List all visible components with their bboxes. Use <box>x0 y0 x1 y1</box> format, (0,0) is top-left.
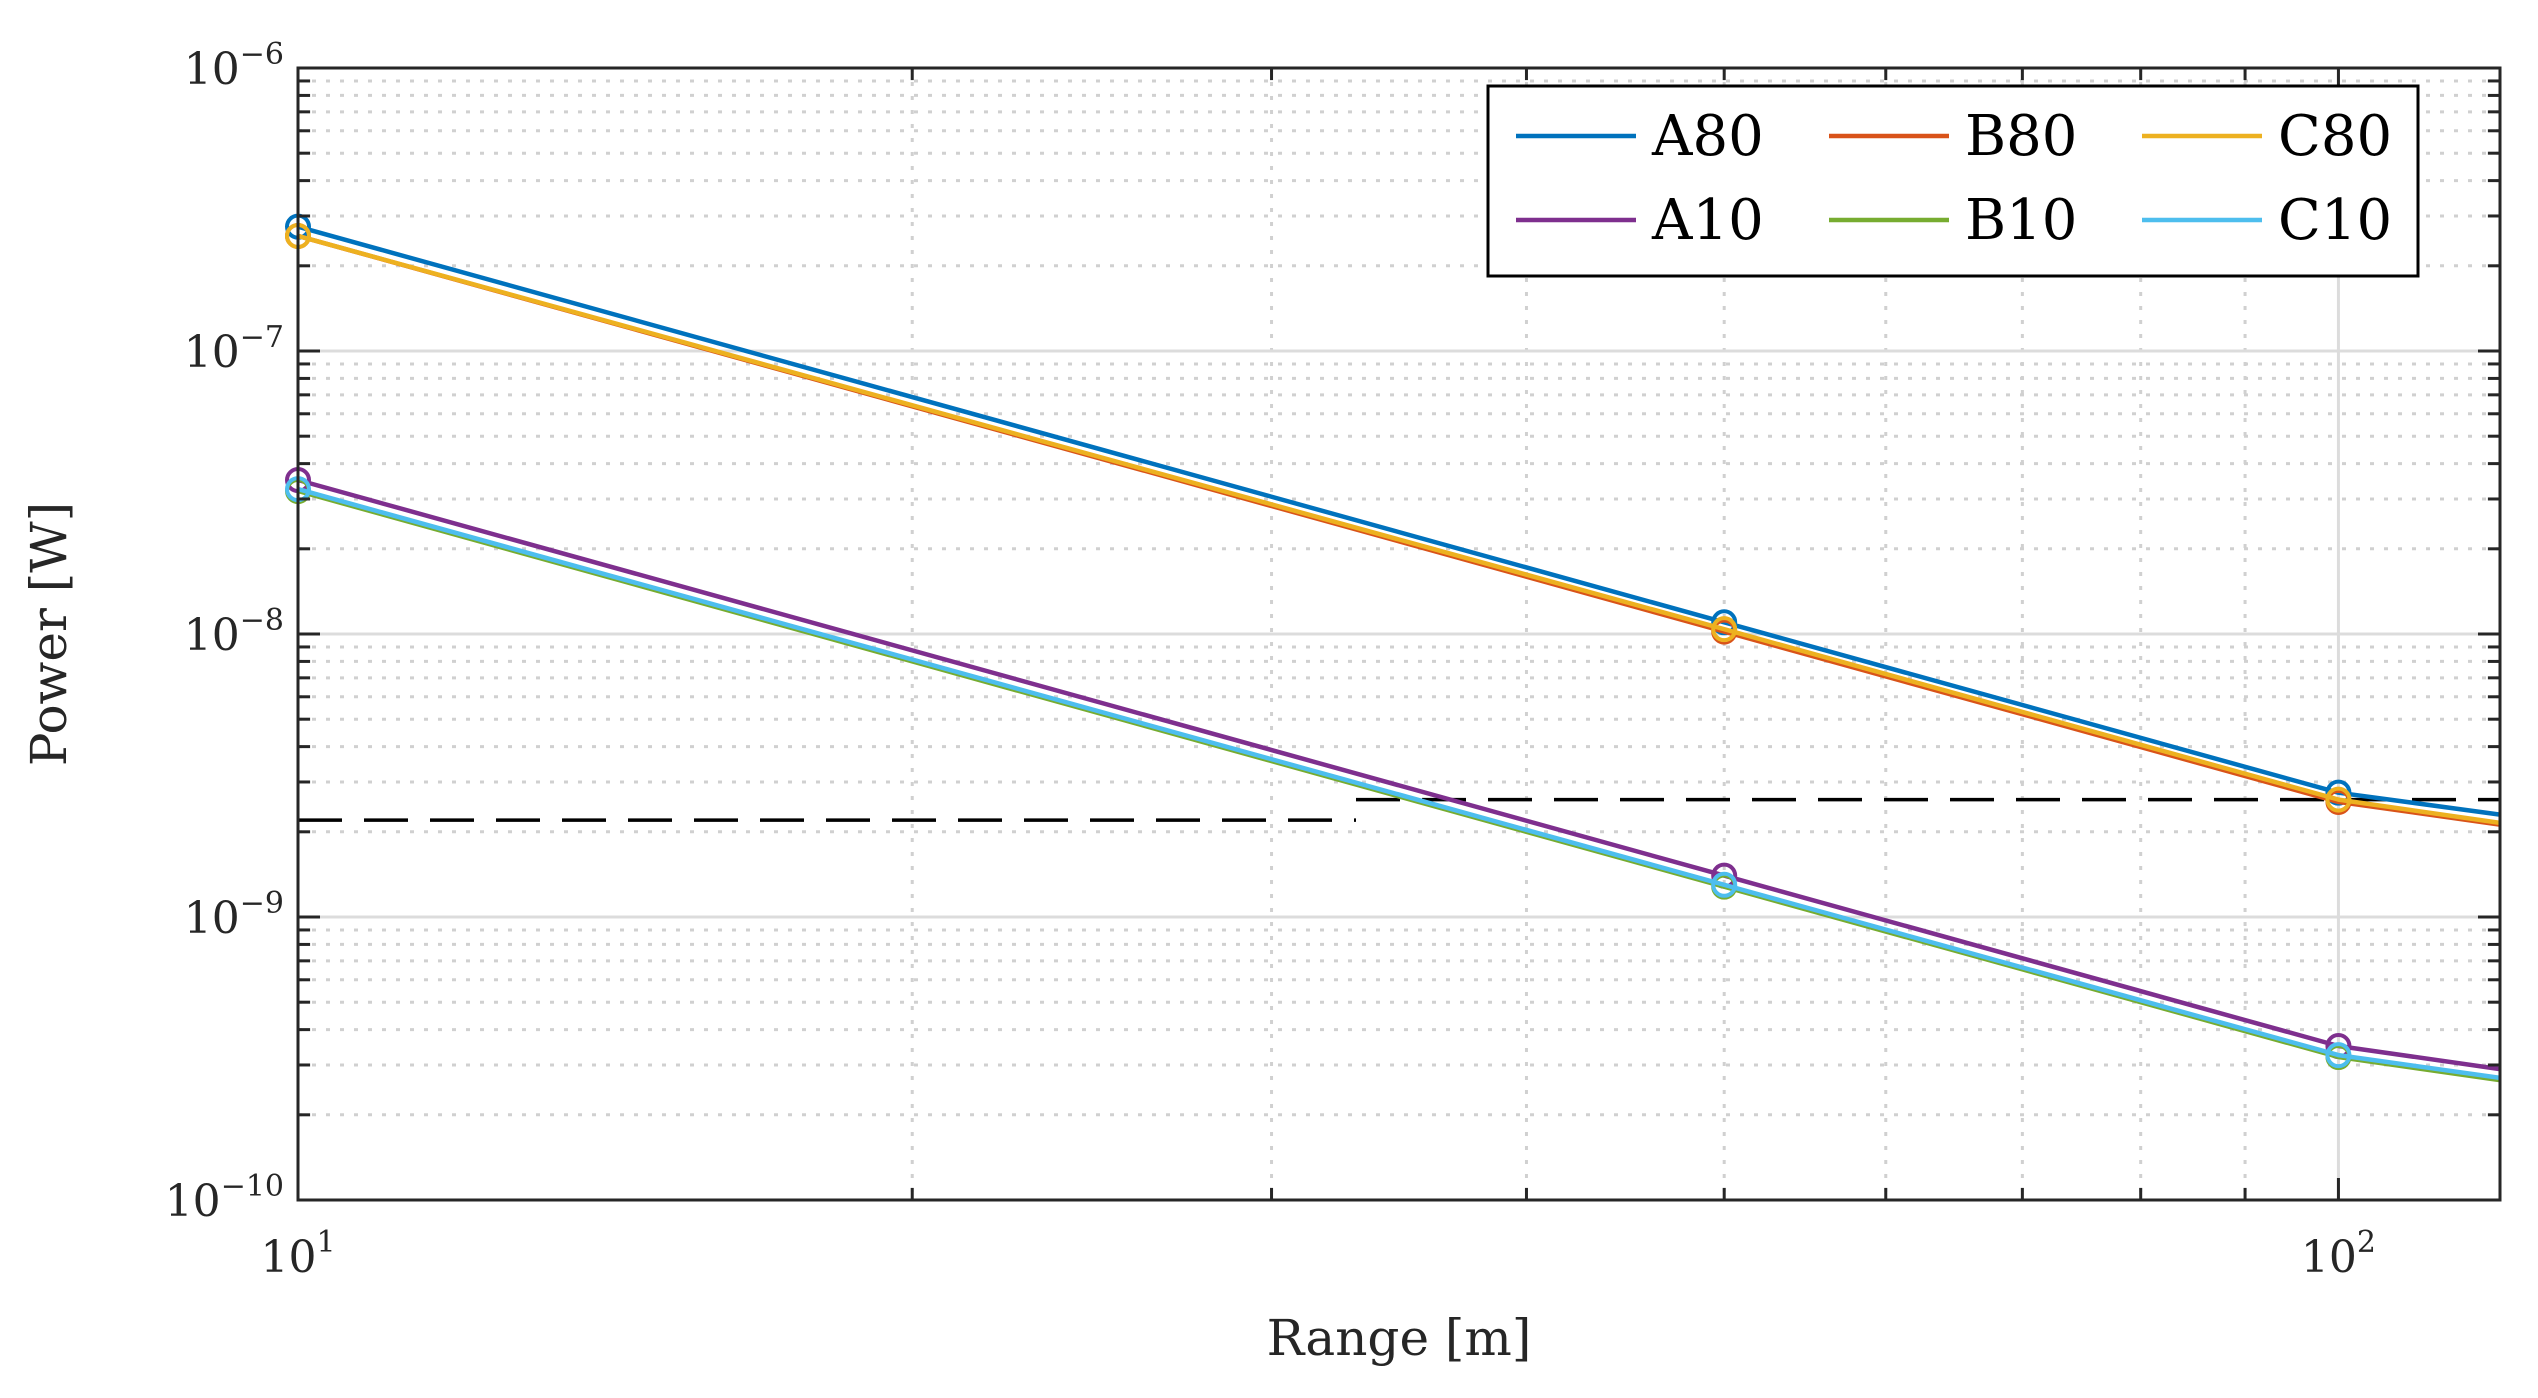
legend-item-C10: C10 <box>2142 188 2392 253</box>
series-marker-C80 <box>2325 786 2352 813</box>
y-tick-label: 10−9 <box>184 886 284 944</box>
x-axis-title: Range [m] <box>1267 1309 1532 1367</box>
y-tick-label: 10−8 <box>184 603 284 661</box>
legend-item-A10: A10 <box>1516 188 1764 253</box>
y-tick-label: 10−10 <box>165 1169 284 1227</box>
legend-item-C80: C80 <box>2142 104 2392 169</box>
legend-label-C10: C10 <box>2278 188 2392 253</box>
series-marker-C10 <box>1711 871 1738 898</box>
legend-item-A80: A80 <box>1516 104 1764 169</box>
series-line-C10 <box>297 486 2501 1081</box>
series-marker-C10 <box>2325 1042 2352 1069</box>
axis-tick-labels: 101 102 10−10 10−9 10−8 10−7 10−6 <box>165 37 2376 1283</box>
legend-label-A80: A80 <box>1651 104 1764 169</box>
x-tick-label: 102 <box>2301 1225 2376 1283</box>
x-tick-label: 101 <box>260 1225 335 1283</box>
legend: A80 B80 C80 A10 B10 C10 <box>1486 84 2420 278</box>
legend-item-B10: B10 <box>1829 188 2077 253</box>
y-axis-title: Power [W] <box>20 502 78 766</box>
legend-label-C80: C80 <box>2278 104 2392 169</box>
legend-label-B80: B80 <box>1965 104 2077 169</box>
data-series <box>285 213 2501 1083</box>
legend-box <box>1486 84 2420 278</box>
legend-item-B80: B80 <box>1829 104 2077 169</box>
series-marker-C80 <box>1711 616 1738 643</box>
series-line-A10 <box>297 477 2501 1072</box>
series-line-C80 <box>297 233 2501 826</box>
legend-label-B10: B10 <box>1965 188 2077 253</box>
y-tick-label: 10−6 <box>184 37 284 95</box>
y-tick-label: 10−7 <box>184 320 284 378</box>
legend-label-A10: A10 <box>1651 188 1764 253</box>
series-line-A80 <box>297 224 2501 817</box>
reference-lines <box>298 797 2500 822</box>
